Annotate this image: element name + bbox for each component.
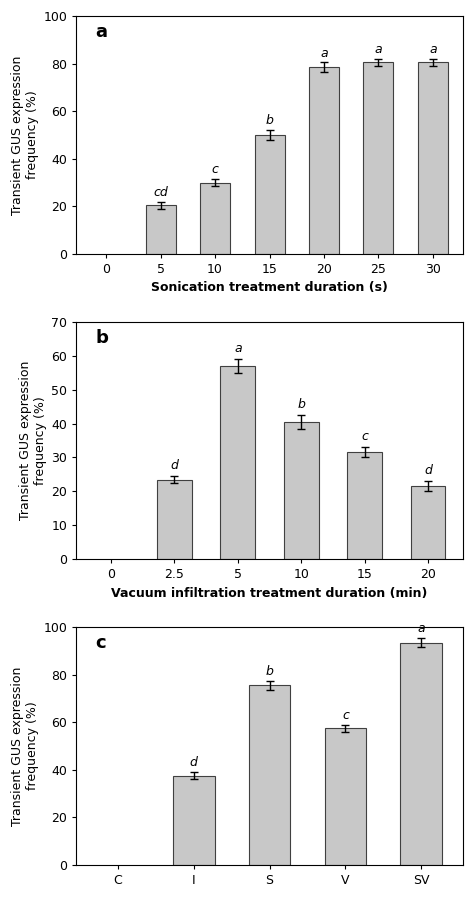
X-axis label: Sonication treatment duration (s): Sonication treatment duration (s) (151, 281, 388, 295)
Text: a: a (429, 43, 437, 56)
Bar (173, 776, 215, 865)
Bar (220, 365, 255, 559)
Bar (364, 63, 393, 254)
Text: a: a (374, 43, 382, 56)
Text: c: c (342, 709, 349, 722)
Text: c: c (361, 430, 368, 444)
Bar (325, 728, 366, 865)
Text: a: a (320, 47, 328, 59)
Text: d: d (424, 464, 432, 477)
Bar (200, 182, 230, 254)
Text: d: d (171, 459, 178, 472)
Text: cd: cd (153, 186, 168, 198)
Text: a: a (234, 342, 242, 355)
Y-axis label: Transient GUS expression
frequency (%): Transient GUS expression frequency (%) (19, 361, 47, 520)
Text: d: d (190, 756, 198, 770)
Y-axis label: Transient GUS expression
frequency (%): Transient GUS expression frequency (%) (11, 666, 39, 825)
Y-axis label: Transient GUS expression
frequency (%): Transient GUS expression frequency (%) (11, 56, 39, 215)
Bar (255, 135, 284, 254)
Text: c: c (211, 163, 219, 176)
Bar (249, 685, 291, 865)
Bar (347, 453, 382, 559)
Bar (309, 67, 339, 254)
Bar (410, 487, 446, 559)
Bar (401, 643, 442, 865)
Text: b: b (297, 398, 305, 411)
Text: a: a (96, 23, 108, 41)
X-axis label: Vacuum infiltration treatment duration (min): Vacuum infiltration treatment duration (… (111, 587, 428, 600)
Text: b: b (265, 665, 273, 678)
Text: c: c (96, 634, 106, 652)
Text: a: a (418, 622, 425, 635)
Text: b: b (96, 329, 109, 347)
Bar (157, 480, 192, 559)
Bar (418, 63, 448, 254)
Bar (146, 205, 175, 254)
Bar (284, 422, 319, 559)
Text: b: b (265, 114, 273, 128)
